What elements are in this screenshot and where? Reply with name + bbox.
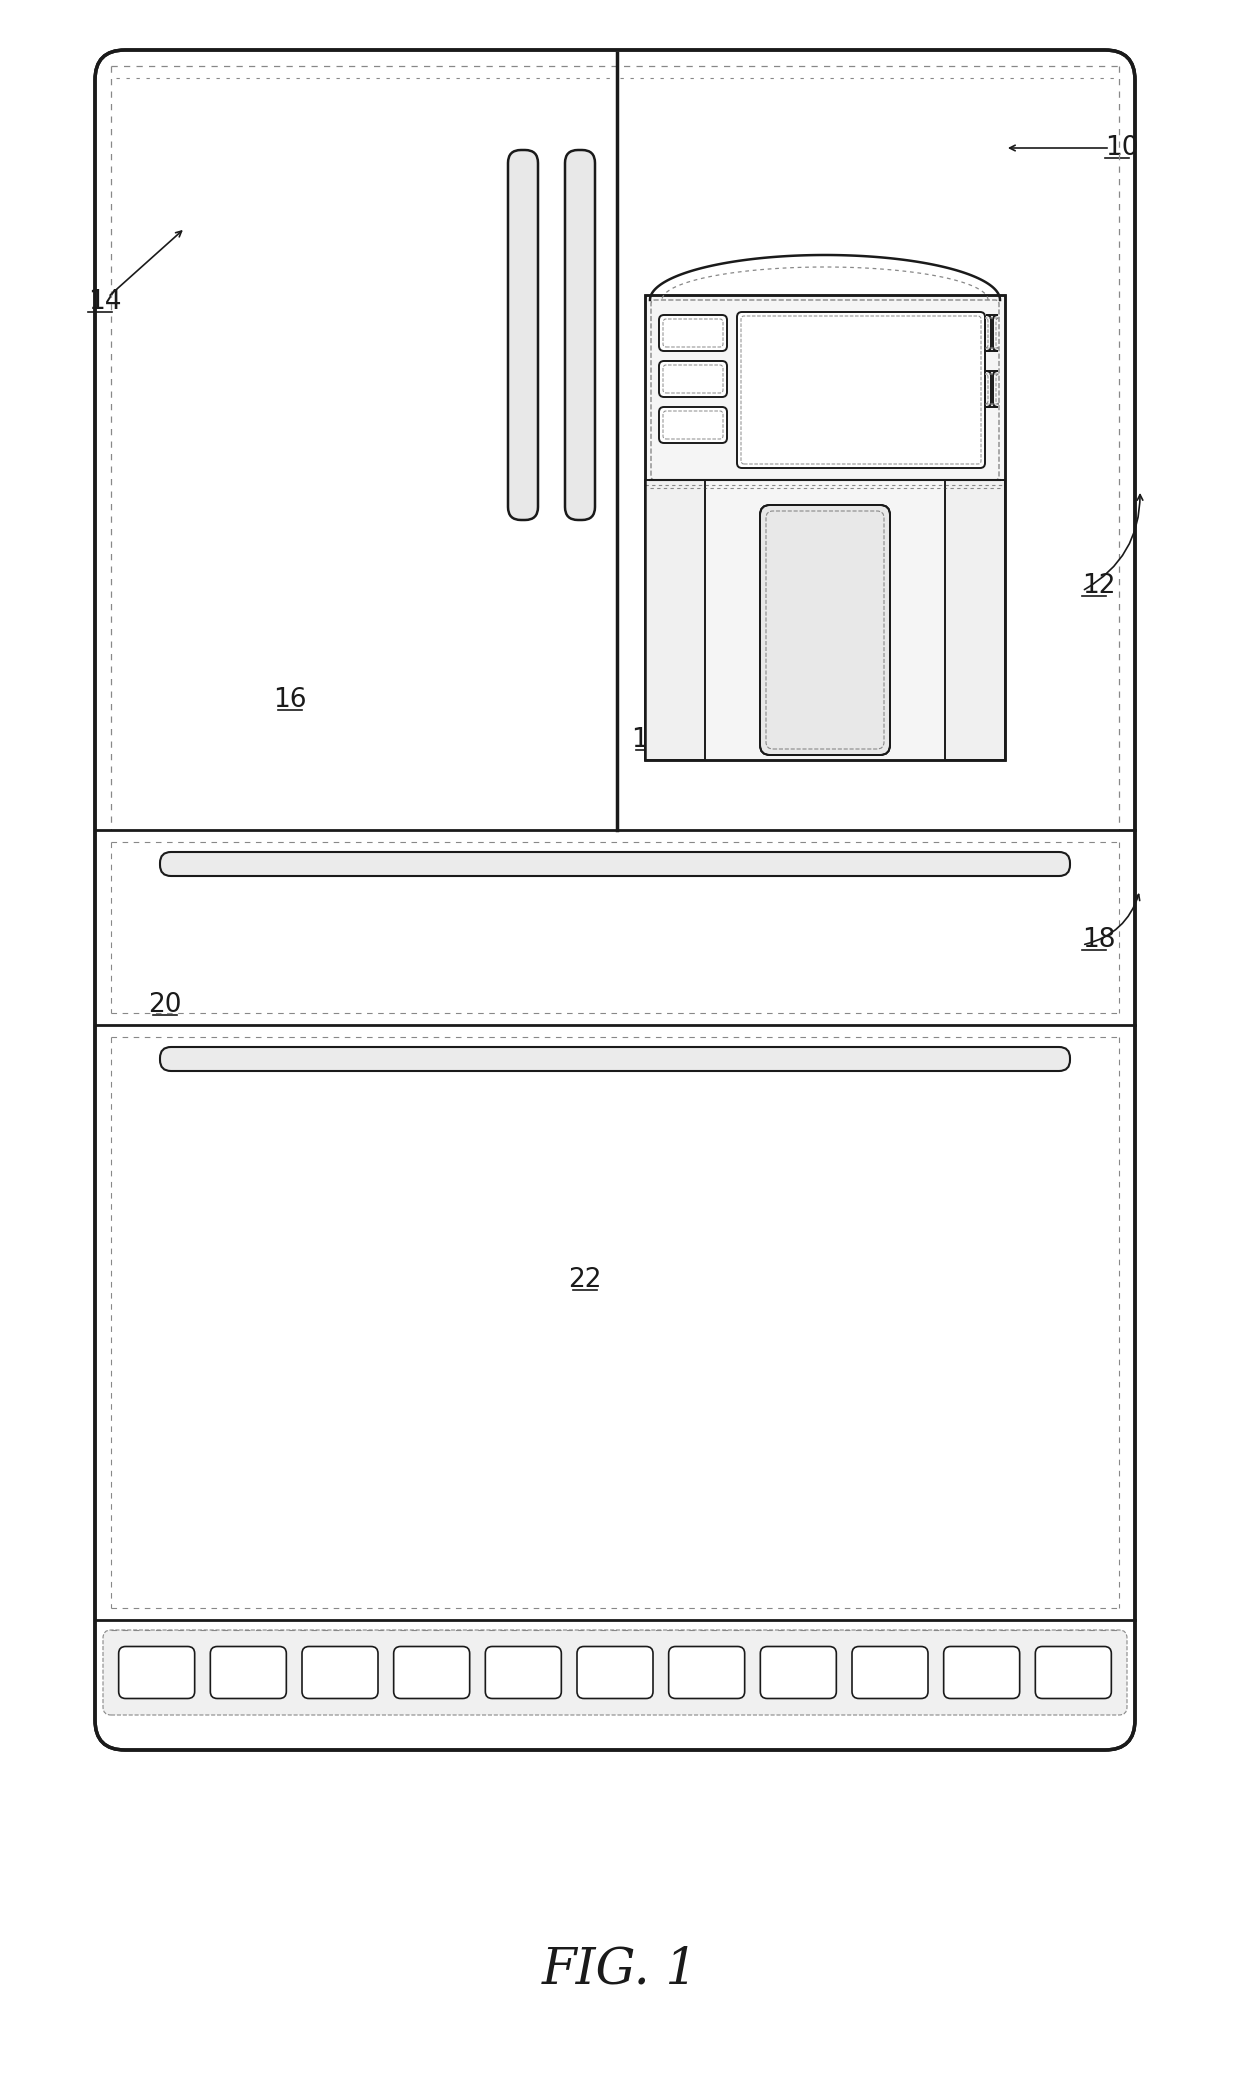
- Text: FIG. 1: FIG. 1: [542, 1945, 698, 1995]
- FancyBboxPatch shape: [760, 1647, 836, 1699]
- FancyBboxPatch shape: [303, 1647, 378, 1699]
- Bar: [945, 480, 1004, 759]
- FancyBboxPatch shape: [508, 150, 538, 520]
- FancyBboxPatch shape: [211, 1647, 286, 1699]
- FancyBboxPatch shape: [658, 362, 727, 397]
- FancyBboxPatch shape: [760, 505, 890, 755]
- Text: 12: 12: [1083, 572, 1116, 599]
- FancyBboxPatch shape: [577, 1647, 653, 1699]
- Text: 18: 18: [1083, 928, 1116, 953]
- FancyBboxPatch shape: [1035, 1647, 1111, 1699]
- Bar: [645, 295, 1004, 759]
- FancyBboxPatch shape: [986, 370, 998, 408]
- Text: 20: 20: [149, 992, 182, 1017]
- Bar: [645, 295, 1004, 759]
- Bar: [645, 480, 706, 759]
- FancyBboxPatch shape: [160, 853, 1070, 876]
- FancyBboxPatch shape: [944, 1647, 1019, 1699]
- FancyBboxPatch shape: [852, 1647, 928, 1699]
- FancyBboxPatch shape: [393, 1647, 470, 1699]
- FancyBboxPatch shape: [95, 50, 1135, 1749]
- Text: 10: 10: [1105, 135, 1138, 160]
- FancyBboxPatch shape: [485, 1647, 562, 1699]
- FancyBboxPatch shape: [103, 1631, 1127, 1716]
- FancyBboxPatch shape: [160, 1046, 1070, 1071]
- Text: 16: 16: [631, 728, 665, 753]
- Bar: [945, 480, 1004, 759]
- FancyBboxPatch shape: [737, 312, 985, 468]
- FancyBboxPatch shape: [668, 1647, 745, 1699]
- Bar: [645, 480, 706, 759]
- Text: 16: 16: [273, 686, 306, 713]
- Text: 14: 14: [88, 289, 122, 314]
- FancyBboxPatch shape: [119, 1647, 195, 1699]
- FancyBboxPatch shape: [986, 314, 998, 352]
- FancyBboxPatch shape: [658, 408, 727, 443]
- FancyBboxPatch shape: [658, 314, 727, 352]
- FancyBboxPatch shape: [565, 150, 595, 520]
- Text: 22: 22: [568, 1267, 601, 1294]
